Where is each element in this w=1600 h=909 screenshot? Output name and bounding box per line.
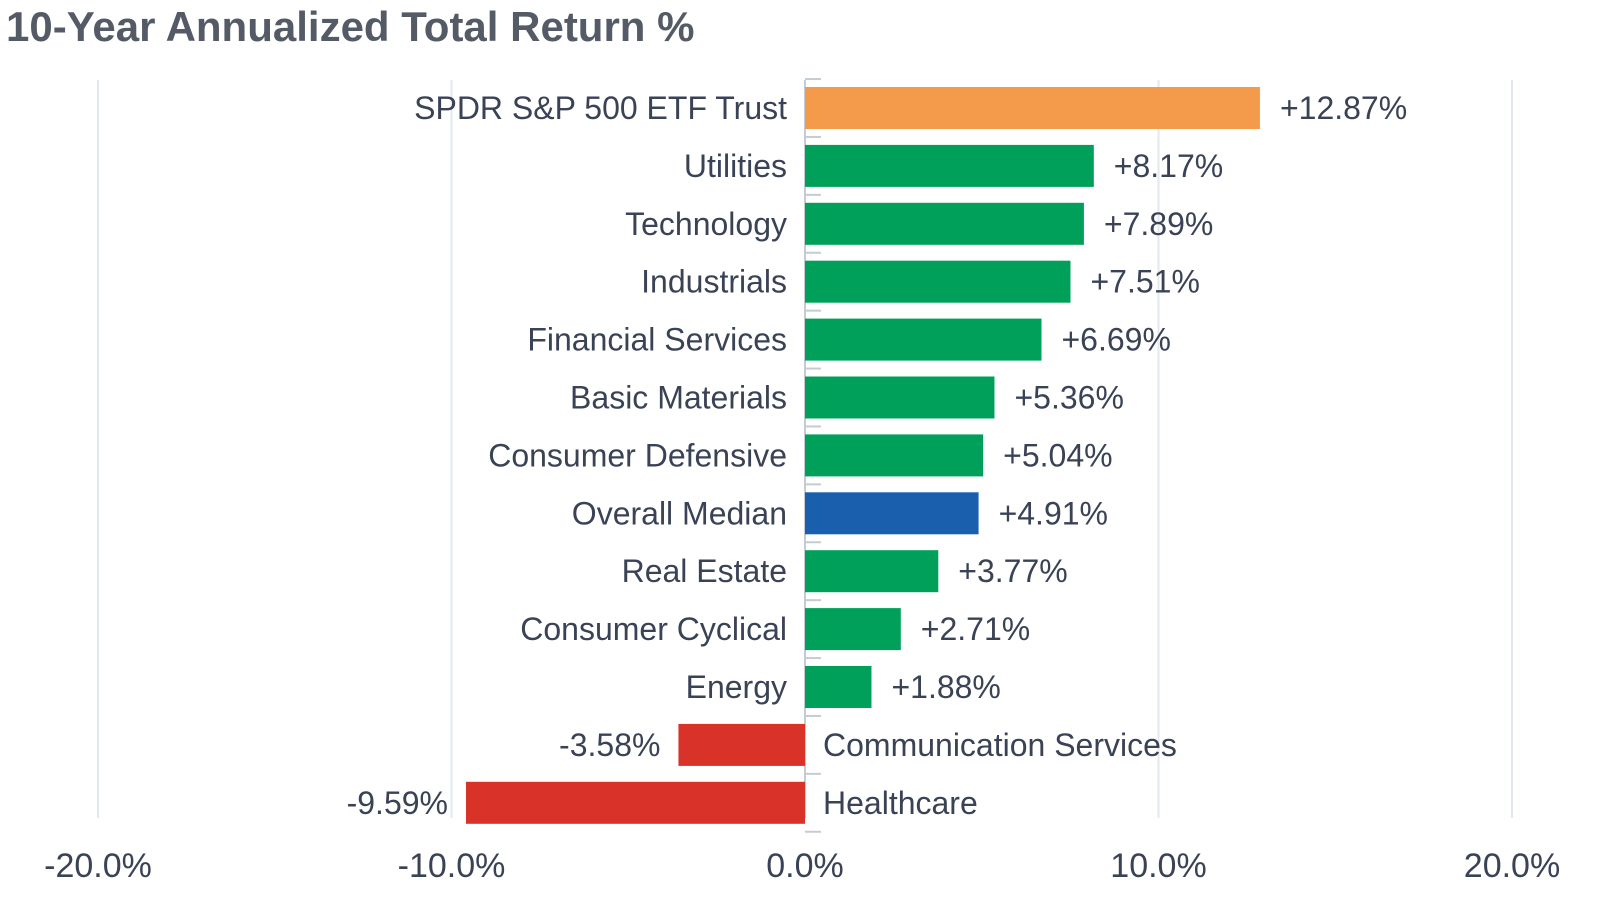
bar xyxy=(805,666,872,708)
bar xyxy=(465,781,805,824)
x-tick-label: 20.0% xyxy=(1464,847,1560,885)
category-label: Financial Services xyxy=(527,322,787,358)
category-label: Real Estate xyxy=(622,553,787,589)
category-label: Consumer Cyclical xyxy=(520,611,787,647)
bars xyxy=(465,87,1260,824)
bar xyxy=(805,608,901,651)
category-label: SPDR S&P 500 ETF Trust xyxy=(414,90,787,126)
category-label: Utilities xyxy=(684,148,787,184)
bar xyxy=(805,318,1042,361)
bar xyxy=(805,260,1071,303)
bar xyxy=(678,723,805,766)
value-label: +1.88% xyxy=(891,669,1000,705)
chart-title: 10-Year Annualized Total Return % xyxy=(6,3,695,50)
value-label: +6.69% xyxy=(1061,322,1170,358)
category-label: Consumer Defensive xyxy=(488,437,787,473)
category-label: Energy xyxy=(686,669,787,705)
bar xyxy=(805,492,979,535)
category-label: Communication Services xyxy=(823,727,1177,763)
x-tick-label: 10.0% xyxy=(1110,847,1206,885)
value-label: +2.71% xyxy=(921,611,1030,647)
bar xyxy=(805,202,1084,245)
value-label: +3.77% xyxy=(958,553,1067,589)
category-label: Overall Median xyxy=(572,495,787,531)
x-axis-ticks: -20.0% -10.0% 0.0% 10.0% 20.0% xyxy=(44,847,1560,885)
value-label: +12.87% xyxy=(1280,90,1407,126)
x-tick-label: 0.0% xyxy=(766,847,844,885)
category-label: Technology xyxy=(625,206,787,242)
bar xyxy=(805,376,995,419)
value-label: +7.51% xyxy=(1090,264,1199,300)
value-label: +4.91% xyxy=(999,495,1108,531)
bar xyxy=(805,144,1094,187)
value-label: -3.58% xyxy=(559,727,660,763)
bar xyxy=(805,434,984,477)
value-label: +5.04% xyxy=(1003,437,1112,473)
category-label: Basic Materials xyxy=(570,380,787,416)
bar xyxy=(805,550,939,593)
category-label: Industrials xyxy=(641,264,787,300)
category-label: Healthcare xyxy=(823,785,978,821)
value-label: +7.89% xyxy=(1104,206,1213,242)
value-label: +8.17% xyxy=(1114,148,1223,184)
gridlines xyxy=(97,80,1513,818)
x-tick-label: -20.0% xyxy=(44,847,152,885)
value-label: +5.36% xyxy=(1014,380,1123,416)
x-tick-label: -10.0% xyxy=(398,847,506,885)
bar xyxy=(805,87,1260,129)
value-label: -9.59% xyxy=(347,785,448,821)
labels: SPDR S&P 500 ETF Trust +12.87% Utilities +8… xyxy=(347,90,1408,821)
